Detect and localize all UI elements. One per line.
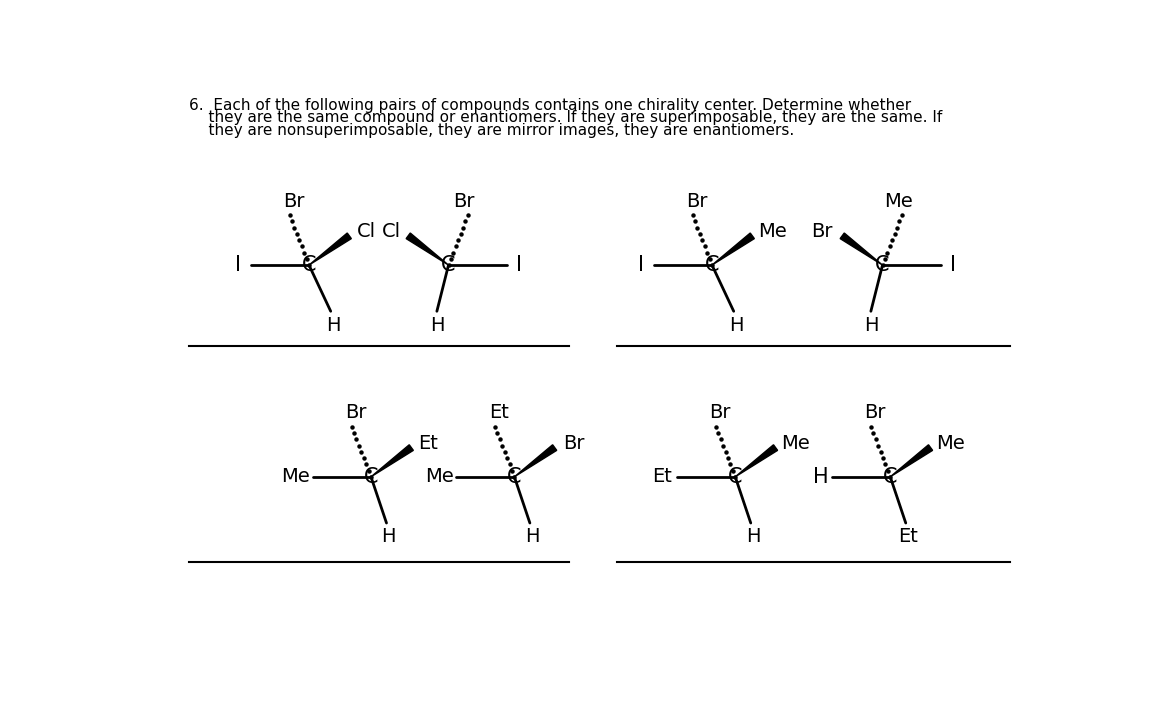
Polygon shape — [309, 233, 351, 265]
Text: they are nonsuperimposable, they are mirror images, they are enantiomers.: they are nonsuperimposable, they are mir… — [188, 123, 794, 137]
Text: Me: Me — [782, 434, 810, 454]
Text: Br: Br — [345, 403, 366, 423]
Text: H: H — [863, 315, 879, 334]
Text: 6.  Each of the following pairs of compounds contains one chirality center. Dete: 6. Each of the following pairs of compou… — [188, 98, 911, 113]
Text: Me: Me — [936, 434, 965, 454]
Polygon shape — [713, 233, 755, 265]
Text: C: C — [883, 467, 897, 486]
Text: I: I — [516, 255, 522, 275]
Text: Me: Me — [425, 468, 454, 486]
Text: Et: Et — [652, 468, 672, 486]
Text: C: C — [875, 255, 889, 275]
Text: Br: Br — [453, 191, 475, 211]
Text: Br: Br — [686, 191, 707, 211]
Text: Et: Et — [419, 434, 439, 454]
Text: H: H — [381, 527, 397, 546]
Text: I: I — [639, 255, 645, 275]
Text: C: C — [728, 467, 743, 486]
Text: Me: Me — [883, 191, 913, 211]
Text: I: I — [950, 255, 956, 275]
Polygon shape — [371, 444, 413, 477]
Polygon shape — [890, 444, 932, 477]
Text: Br: Br — [283, 191, 304, 211]
Text: H: H — [525, 527, 539, 546]
Polygon shape — [840, 233, 882, 265]
Text: C: C — [441, 255, 456, 275]
Text: C: C — [364, 467, 378, 486]
Text: H: H — [429, 315, 445, 334]
Text: Me: Me — [758, 222, 786, 241]
Text: C: C — [507, 467, 522, 486]
Text: H: H — [813, 467, 830, 486]
Polygon shape — [406, 233, 448, 265]
Text: Br: Br — [709, 403, 730, 423]
Text: H: H — [729, 315, 743, 334]
Text: Br: Br — [811, 222, 833, 241]
Text: Br: Br — [563, 434, 585, 454]
Text: Cl: Cl — [357, 222, 376, 241]
Polygon shape — [735, 444, 778, 477]
Text: Et: Et — [489, 403, 509, 423]
Text: H: H — [745, 527, 760, 546]
Text: Br: Br — [863, 403, 886, 423]
Text: I: I — [235, 255, 241, 275]
Polygon shape — [515, 444, 557, 477]
Text: they are the same compound or enantiomers. If they are superimposable, they are : they are the same compound or enantiomer… — [188, 110, 942, 125]
Text: Et: Et — [899, 527, 918, 546]
Text: Me: Me — [282, 468, 310, 486]
Text: H: H — [325, 315, 340, 334]
Text: Cl: Cl — [381, 222, 400, 241]
Text: C: C — [704, 255, 720, 275]
Text: C: C — [302, 255, 316, 275]
